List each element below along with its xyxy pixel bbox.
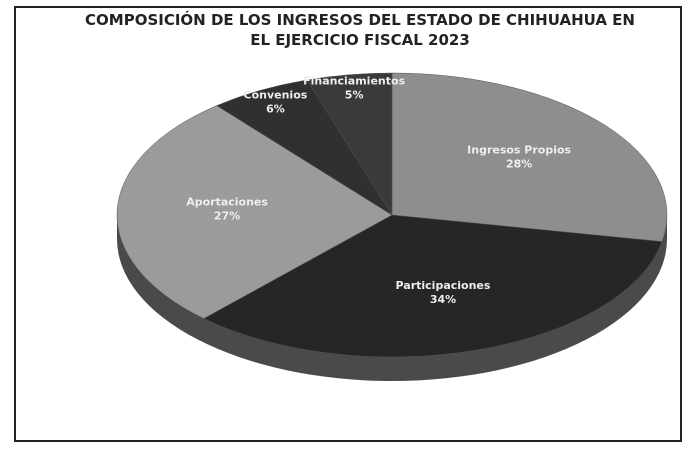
chart-title: COMPOSICIÓN DE LOS INGRESOS DEL ESTADO D… (85, 11, 635, 49)
slice-value-label: 28% (506, 158, 532, 171)
slice-label: Ingresos Propios (467, 144, 571, 157)
pie-slice (391, 72, 668, 242)
slice-label: Financiamientos (303, 75, 405, 88)
slice-label: Aportaciones (186, 195, 268, 208)
slice-value-label: 34% (430, 293, 456, 306)
pie-slice (116, 105, 393, 319)
slice-label: Participaciones (396, 279, 491, 292)
slice-value-label: 6% (266, 102, 285, 115)
frame (14, 6, 682, 442)
slice-label: Convenios (244, 88, 308, 101)
slice-value-label: 5% (345, 89, 364, 102)
pie-slice (203, 214, 663, 358)
pie-slice (306, 72, 393, 216)
slice-value-label: 27% (214, 209, 240, 222)
